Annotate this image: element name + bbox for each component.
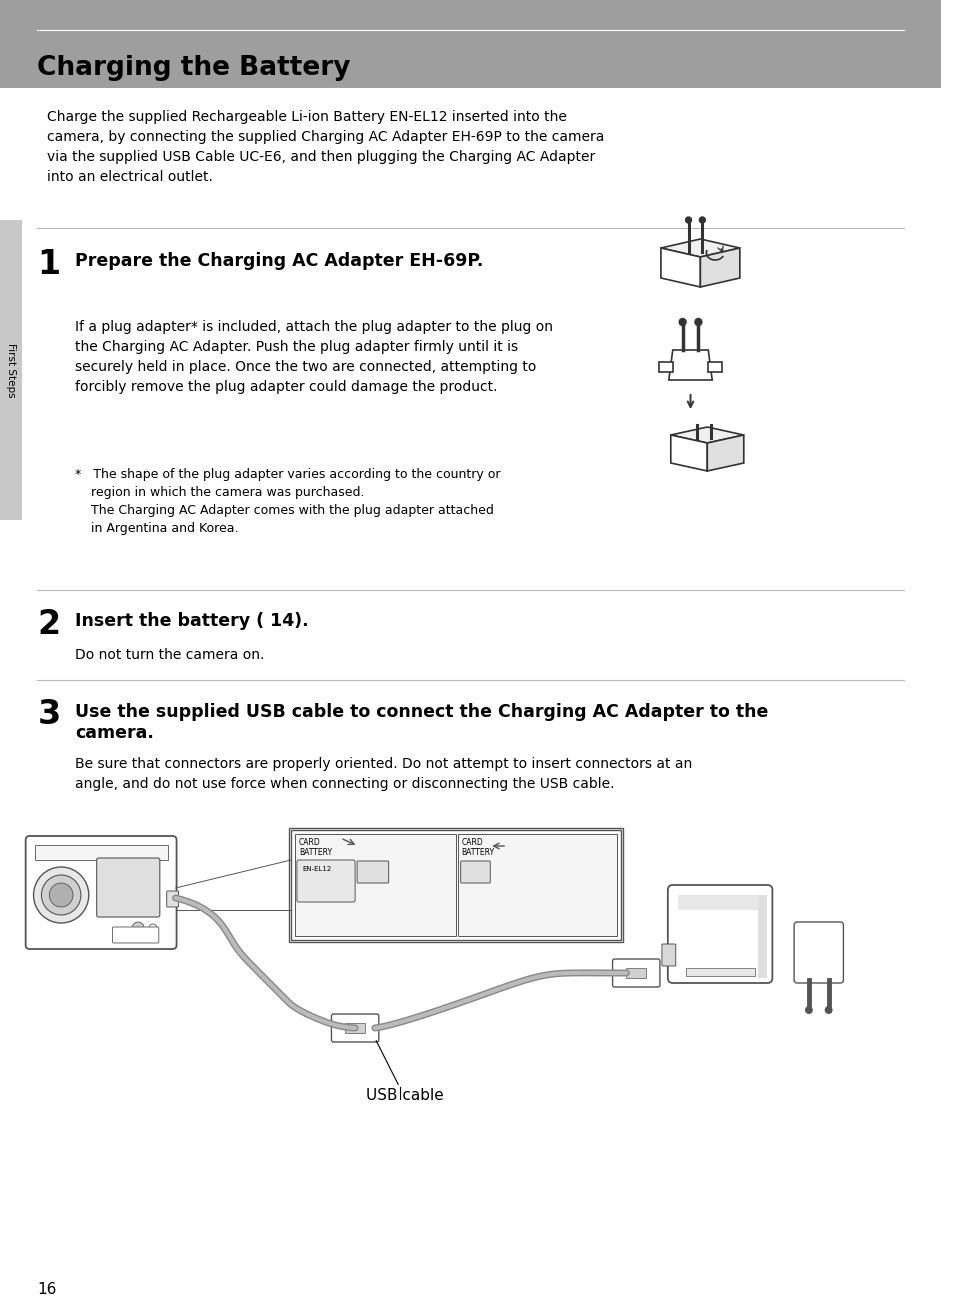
Bar	[757, 895, 766, 978]
FancyBboxPatch shape	[667, 886, 772, 983]
Text: 16: 16	[37, 1282, 57, 1297]
FancyBboxPatch shape	[460, 861, 490, 883]
Circle shape	[685, 217, 691, 223]
Bar	[0, 219, 22, 520]
Circle shape	[679, 318, 685, 326]
Bar	[345, 1024, 365, 1033]
Text: Insert the battery ( 14).: Insert the battery ( 14).	[75, 612, 308, 629]
FancyBboxPatch shape	[296, 859, 355, 901]
Bar	[659, 361, 672, 372]
FancyBboxPatch shape	[356, 861, 388, 883]
Circle shape	[41, 875, 81, 915]
FancyBboxPatch shape	[661, 943, 675, 966]
Polygon shape	[670, 435, 706, 470]
Circle shape	[804, 1007, 812, 1014]
Polygon shape	[660, 248, 700, 286]
Bar	[294, 834, 456, 936]
Bar	[677, 895, 761, 911]
Bar	[457, 834, 616, 936]
Circle shape	[149, 924, 156, 932]
Text: CARD
BATTERY: CARD BATTERY	[461, 838, 495, 858]
Bar	[707, 361, 721, 372]
FancyBboxPatch shape	[331, 1014, 378, 1042]
Bar	[291, 830, 620, 940]
Bar	[289, 828, 622, 942]
Text: 2: 2	[37, 608, 61, 641]
FancyBboxPatch shape	[612, 959, 659, 987]
Text: 1: 1	[37, 248, 61, 281]
Text: Charge the supplied Rechargeable Li-ion Battery EN-EL12 inserted into the
camera: Charge the supplied Rechargeable Li-ion …	[48, 110, 604, 184]
Polygon shape	[700, 248, 740, 286]
Bar	[685, 968, 754, 976]
Text: 3: 3	[37, 698, 61, 731]
FancyBboxPatch shape	[167, 891, 178, 907]
Circle shape	[823, 1007, 832, 1014]
Text: *   The shape of the plug adapter varies according to the country or
    region : * The shape of the plug adapter varies a…	[75, 468, 500, 535]
Polygon shape	[670, 427, 743, 443]
Circle shape	[33, 867, 89, 922]
Text: Charging the Battery: Charging the Battery	[37, 55, 351, 81]
Polygon shape	[706, 435, 743, 470]
FancyBboxPatch shape	[26, 836, 176, 949]
Text: If a plug adapter* is included, attach the plug adapter to the plug on
the Charg: If a plug adapter* is included, attach t…	[75, 321, 553, 394]
Circle shape	[132, 922, 144, 934]
Text: USB cable: USB cable	[365, 1088, 443, 1102]
Bar	[34, 845, 168, 859]
FancyBboxPatch shape	[96, 858, 160, 917]
Bar	[626, 968, 645, 978]
Bar	[0, 0, 940, 88]
Text: Do not turn the camera on.: Do not turn the camera on.	[75, 648, 264, 662]
FancyBboxPatch shape	[112, 926, 158, 943]
Circle shape	[694, 318, 701, 326]
Circle shape	[50, 883, 73, 907]
Text: Prepare the Charging AC Adapter EH-69P.: Prepare the Charging AC Adapter EH-69P.	[75, 252, 483, 269]
FancyBboxPatch shape	[793, 922, 842, 983]
Text: EN-EL12: EN-EL12	[302, 866, 332, 872]
Polygon shape	[668, 350, 712, 380]
Text: CARD
BATTERY: CARD BATTERY	[298, 838, 332, 858]
Circle shape	[699, 217, 704, 223]
Polygon shape	[660, 239, 740, 258]
Text: First Steps: First Steps	[6, 343, 16, 397]
Text: Be sure that connectors are properly oriented. Do not attempt to insert connecto: Be sure that connectors are properly ori…	[75, 757, 692, 791]
Text: Use the supplied USB cable to connect the Charging AC Adapter to the
camera.: Use the supplied USB cable to connect th…	[75, 703, 767, 742]
